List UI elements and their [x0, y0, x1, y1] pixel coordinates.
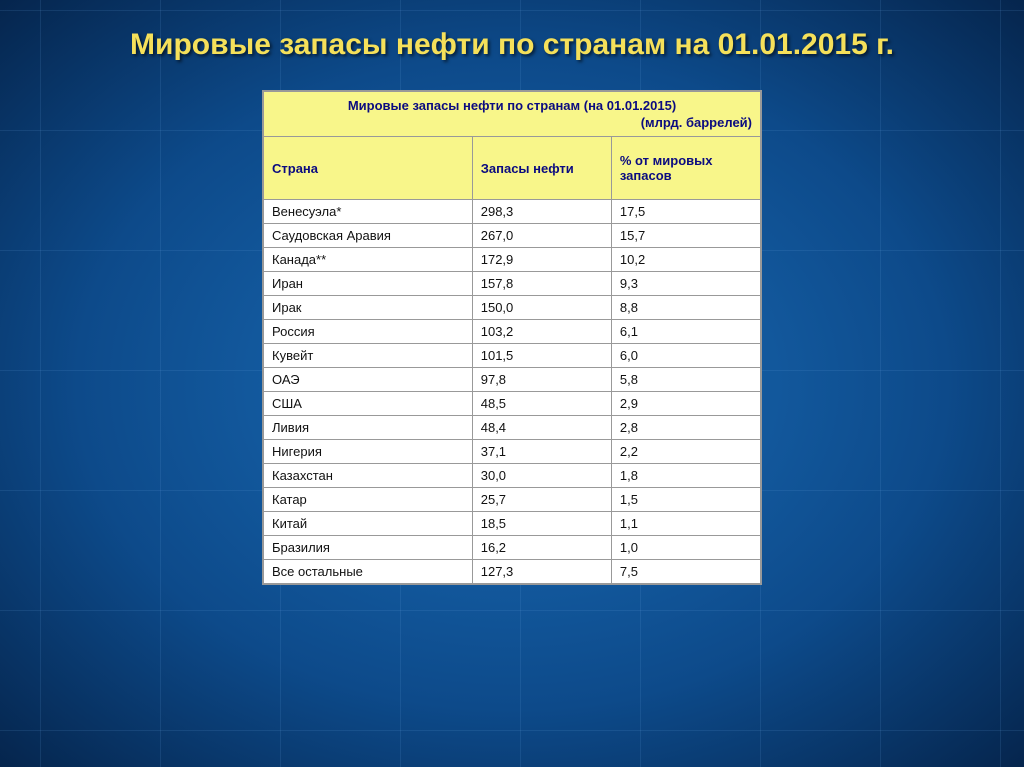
cell-percent: 1,1 — [611, 512, 760, 536]
cell-country: Казахстан — [264, 464, 473, 488]
cell-reserves: 150,0 — [472, 296, 611, 320]
cell-country: Венесуэла* — [264, 200, 473, 224]
table-unit: (млрд. баррелей) — [264, 115, 761, 137]
cell-percent: 8,8 — [611, 296, 760, 320]
cell-reserves: 48,5 — [472, 392, 611, 416]
table-caption: Мировые запасы нефти по странам (на 01.0… — [264, 92, 761, 116]
table-row: Венесуэла*298,317,5 — [264, 200, 761, 224]
cell-percent: 1,5 — [611, 488, 760, 512]
table-row: США48,52,9 — [264, 392, 761, 416]
cell-reserves: 267,0 — [472, 224, 611, 248]
cell-reserves: 18,5 — [472, 512, 611, 536]
cell-reserves: 16,2 — [472, 536, 611, 560]
table-row: Ирак150,08,8 — [264, 296, 761, 320]
table-row: Катар25,71,5 — [264, 488, 761, 512]
col-header-reserves: Запасы нефти — [472, 137, 611, 200]
cell-country: Ливия — [264, 416, 473, 440]
cell-country: Китай — [264, 512, 473, 536]
cell-percent: 6,0 — [611, 344, 760, 368]
table-body: Венесуэла*298,317,5Саудовская Аравия267,… — [264, 200, 761, 584]
cell-country: Россия — [264, 320, 473, 344]
col-header-country: Страна — [264, 137, 473, 200]
cell-percent: 7,5 — [611, 560, 760, 584]
table-row: Иран157,89,3 — [264, 272, 761, 296]
cell-percent: 2,9 — [611, 392, 760, 416]
cell-reserves: 103,2 — [472, 320, 611, 344]
cell-reserves: 157,8 — [472, 272, 611, 296]
cell-percent: 1,8 — [611, 464, 760, 488]
cell-country: Кувейт — [264, 344, 473, 368]
cell-country: Саудовская Аравия — [264, 224, 473, 248]
table-row: Саудовская Аравия267,015,7 — [264, 224, 761, 248]
cell-reserves: 48,4 — [472, 416, 611, 440]
table-row: Казахстан30,01,8 — [264, 464, 761, 488]
col-header-percent: % от мировых запасов — [611, 137, 760, 200]
cell-reserves: 25,7 — [472, 488, 611, 512]
cell-reserves: 97,8 — [472, 368, 611, 392]
cell-percent: 5,8 — [611, 368, 760, 392]
cell-percent: 9,3 — [611, 272, 760, 296]
cell-country: Канада** — [264, 248, 473, 272]
cell-country: Бразилия — [264, 536, 473, 560]
cell-reserves: 30,0 — [472, 464, 611, 488]
cell-country: Иран — [264, 272, 473, 296]
cell-percent: 2,8 — [611, 416, 760, 440]
cell-reserves: 172,9 — [472, 248, 611, 272]
cell-percent: 2,2 — [611, 440, 760, 464]
cell-reserves: 37,1 — [472, 440, 611, 464]
cell-reserves: 298,3 — [472, 200, 611, 224]
table-row: Канада**172,910,2 — [264, 248, 761, 272]
oil-reserves-table-card: Мировые запасы нефти по странам (на 01.0… — [262, 90, 762, 585]
table-row: Россия103,26,1 — [264, 320, 761, 344]
table-row: Кувейт101,56,0 — [264, 344, 761, 368]
cell-percent: 15,7 — [611, 224, 760, 248]
cell-percent: 1,0 — [611, 536, 760, 560]
table-row: Нигерия37,12,2 — [264, 440, 761, 464]
cell-percent: 6,1 — [611, 320, 760, 344]
table-row: Ливия48,42,8 — [264, 416, 761, 440]
cell-country: США — [264, 392, 473, 416]
table-row: Китай18,51,1 — [264, 512, 761, 536]
table-row: Бразилия16,21,0 — [264, 536, 761, 560]
cell-country: ОАЭ — [264, 368, 473, 392]
cell-percent: 10,2 — [611, 248, 760, 272]
oil-reserves-table: Мировые запасы нефти по странам (на 01.0… — [263, 91, 761, 584]
cell-reserves: 101,5 — [472, 344, 611, 368]
slide-title: Мировые запасы нефти по странам на 01.01… — [0, 0, 1024, 62]
cell-country: Катар — [264, 488, 473, 512]
table-row: ОАЭ97,85,8 — [264, 368, 761, 392]
cell-country: Все остальные — [264, 560, 473, 584]
cell-country: Ирак — [264, 296, 473, 320]
cell-country: Нигерия — [264, 440, 473, 464]
cell-reserves: 127,3 — [472, 560, 611, 584]
cell-percent: 17,5 — [611, 200, 760, 224]
table-row: Все остальные127,37,5 — [264, 560, 761, 584]
